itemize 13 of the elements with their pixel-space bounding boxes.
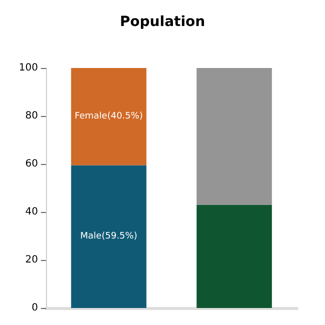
data-label: Male(59.5%) bbox=[80, 232, 138, 242]
bar bbox=[196, 204, 272, 308]
y-tick-label: 0 bbox=[32, 302, 38, 314]
chart-title: Population bbox=[120, 14, 206, 30]
bar bbox=[71, 165, 146, 308]
y-tick-label: 80 bbox=[25, 110, 38, 122]
y-tick-label: 40 bbox=[25, 206, 38, 218]
y-tick-label: 100 bbox=[18, 62, 38, 74]
bar bbox=[71, 68, 146, 166]
y-tick-label: 20 bbox=[25, 254, 38, 266]
bar bbox=[196, 68, 272, 205]
data-label: Female(40.5%) bbox=[74, 112, 143, 122]
y-tick-label: 60 bbox=[25, 158, 38, 170]
